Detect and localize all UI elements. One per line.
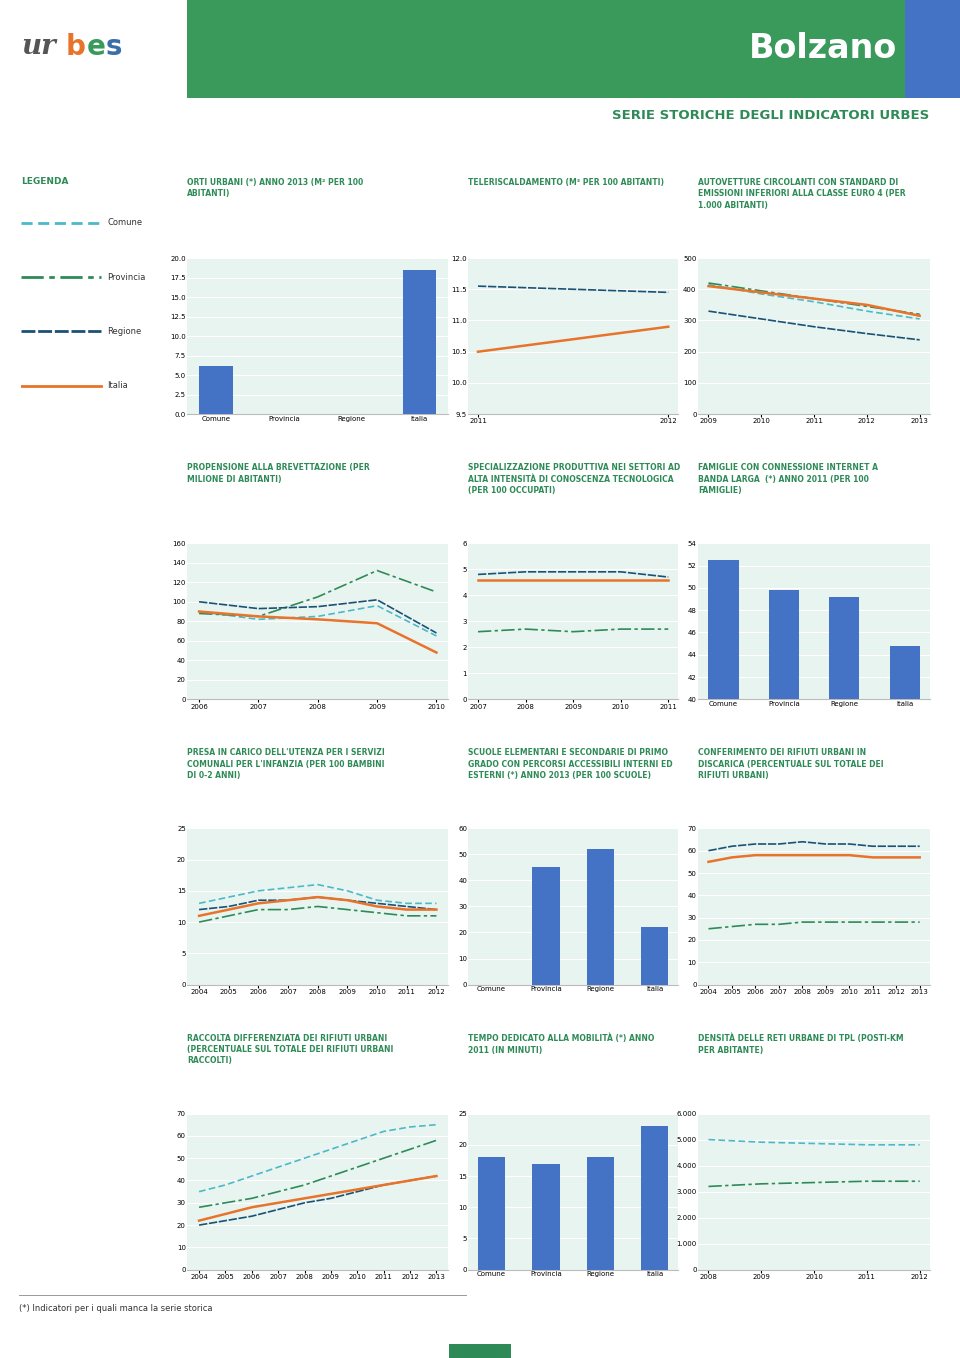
Bar <box>402 270 437 414</box>
Text: SERIE STORICHE DEGLI INDICATORI URBES: SERIE STORICHE DEGLI INDICATORI URBES <box>612 109 929 122</box>
Text: FAMIGLIE CON CONNESSIONE INTERNET A
BANDA LARGA  (*) ANNO 2011 (PER 100
FAMIGLIE: FAMIGLIE CON CONNESSIONE INTERNET A BAND… <box>698 463 877 496</box>
Bar <box>708 559 738 1146</box>
Text: ORTI URBANI (*) ANNO 2013 (M² PER 100
ABITANTI): ORTI URBANI (*) ANNO 2013 (M² PER 100 AB… <box>187 178 364 198</box>
Text: ur: ur <box>21 34 56 61</box>
Bar <box>587 1157 613 1270</box>
Text: Italia: Italia <box>108 382 128 390</box>
Text: b: b <box>65 33 85 61</box>
Text: PRESA IN CARICO DELL'UTENZA PER I SERVIZI
COMUNALI PER L'INFANZIA (PER 100 BAMBI: PRESA IN CARICO DELL'UTENZA PER I SERVIZ… <box>187 748 385 781</box>
Text: DENSITÀ DELLE RETI URBANE DI TPL (POSTI-KM
PER ABITANTE): DENSITÀ DELLE RETI URBANE DI TPL (POSTI-… <box>698 1033 903 1055</box>
Bar <box>478 1157 505 1270</box>
Text: (*) Indicatori per i quali manca la serie storica: (*) Indicatori per i quali manca la seri… <box>19 1304 213 1313</box>
Bar <box>0 0 187 98</box>
Text: PROPENSIONE ALLA BREVETTAZIONE (PER
MILIONE DI ABITANTI): PROPENSIONE ALLA BREVETTAZIONE (PER MILI… <box>187 463 370 483</box>
Bar <box>533 1164 560 1270</box>
Text: RACCOLTA DIFFERENZIATA DEI RIFIUTI URBANI
(PERCENTUALE SUL TOTALE DEI RIFIUTI UR: RACCOLTA DIFFERENZIATA DEI RIFIUTI URBAN… <box>187 1033 394 1066</box>
Text: Regione: Regione <box>108 327 141 335</box>
Bar <box>587 849 613 985</box>
Bar <box>199 365 233 414</box>
Text: Comune: Comune <box>108 219 142 228</box>
Text: SCUOLE ELEMENTARI E SECONDARIE DI PRIMO
GRADO CON PERCORSI ACCESSIBILI INTERNI E: SCUOLE ELEMENTARI E SECONDARIE DI PRIMO … <box>468 748 673 781</box>
Bar <box>829 596 859 1146</box>
Bar <box>769 589 799 1146</box>
Text: TELERISCALDAMENTO (M³ PER 100 ABITANTI): TELERISCALDAMENTO (M³ PER 100 ABITANTI) <box>468 178 664 187</box>
Bar <box>905 0 960 98</box>
Bar <box>449 1344 511 1358</box>
Text: CONFERIMENTO DEI RIFIUTI URBANI IN
DISCARICA (PERCENTUALE SUL TOTALE DEI
RIFIUTI: CONFERIMENTO DEI RIFIUTI URBANI IN DISCA… <box>698 748 883 781</box>
Bar <box>533 868 560 985</box>
Bar <box>187 0 960 98</box>
Text: e: e <box>86 33 106 61</box>
Bar <box>890 646 920 1146</box>
Text: Provincia: Provincia <box>108 273 146 281</box>
Text: LEGENDA: LEGENDA <box>21 177 68 186</box>
Bar <box>641 928 668 985</box>
Text: TEMPO DEDICATO ALLA MOBILITÀ (*) ANNO
2011 (IN MINUTI): TEMPO DEDICATO ALLA MOBILITÀ (*) ANNO 20… <box>468 1033 655 1055</box>
Text: Bolzano: Bolzano <box>750 33 898 65</box>
Text: SPECIALIZZAZIONE PRODUTTIVA NEI SETTORI AD
ALTA INTENSITÀ DI CONOSCENZA TECNOLOG: SPECIALIZZAZIONE PRODUTTIVA NEI SETTORI … <box>468 463 681 496</box>
Bar <box>641 1126 668 1270</box>
Text: AUTOVETTURE CIRCOLANTI CON STANDARD DI
EMISSIONI INFERIORI ALLA CLASSE EURO 4 (P: AUTOVETTURE CIRCOLANTI CON STANDARD DI E… <box>698 178 905 210</box>
Text: s: s <box>106 33 122 61</box>
